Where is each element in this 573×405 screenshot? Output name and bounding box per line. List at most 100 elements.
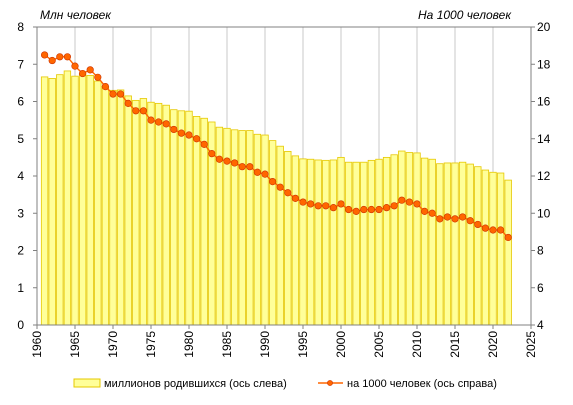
rate-point (48, 56, 56, 65)
bar (200, 117, 208, 326)
rate-point (269, 177, 277, 186)
y-left-tick-label: 3 (17, 206, 24, 220)
bar (382, 156, 391, 326)
legend: миллионов родившихся (ось слева) на 1000… (73, 378, 497, 390)
bar (94, 80, 102, 326)
rate-point (162, 120, 170, 128)
rate-point (383, 204, 391, 212)
x-tick-label: 1995 (296, 331, 310, 358)
bar (337, 156, 345, 326)
bar (101, 86, 110, 326)
bar (474, 166, 482, 326)
rate-point (193, 135, 201, 143)
rate-point (215, 155, 223, 163)
rate-point (451, 215, 459, 223)
rate-point (421, 207, 429, 215)
rate-point (322, 202, 330, 210)
rate-point (398, 196, 406, 204)
rate-point (132, 107, 140, 115)
bar (398, 150, 406, 326)
rate-point (413, 200, 421, 208)
y-left-tick-label: 2 (17, 244, 24, 258)
bar (56, 74, 64, 326)
rate-point (489, 226, 497, 234)
bar (489, 171, 497, 326)
bar (40, 76, 49, 326)
x-tick-label: 2000 (334, 331, 348, 358)
x-tick-label: 2025 (524, 331, 538, 358)
rate-point (314, 202, 322, 210)
left-axis-title: Млн человек (40, 8, 112, 22)
rate-point (276, 183, 284, 191)
rate-point (147, 116, 155, 124)
bar (344, 161, 353, 326)
rate-point (56, 53, 64, 61)
rate-point (71, 62, 79, 70)
rate-point (231, 159, 239, 167)
x-tick-label: 1990 (258, 331, 272, 358)
bar (306, 158, 315, 326)
bar (314, 159, 322, 326)
y-right-tick-label: 8 (537, 244, 544, 258)
rate-point (109, 90, 117, 98)
rate-point (360, 205, 368, 214)
bar (253, 133, 262, 326)
rate-point (223, 157, 231, 165)
bar (116, 89, 125, 326)
y-right-tick-label: 12 (537, 169, 551, 183)
rate-point (329, 204, 338, 212)
bar (360, 161, 368, 326)
right-axis-title: На 1000 человек (418, 8, 512, 22)
rate-point (345, 205, 353, 214)
rate-point (352, 207, 360, 215)
bar (268, 140, 277, 326)
bar (230, 129, 239, 326)
y-left-tick-label: 1 (17, 281, 24, 295)
bar (466, 163, 474, 326)
rate-point (155, 118, 163, 126)
rate-point (177, 129, 185, 137)
rate-point (474, 220, 482, 229)
rate-point (246, 163, 254, 171)
bar (276, 145, 284, 326)
bar (139, 98, 148, 326)
bar (170, 109, 178, 326)
bar-series (40, 70, 512, 326)
bar (132, 99, 140, 326)
rate-point (139, 107, 147, 115)
bar (504, 179, 512, 326)
bar (367, 159, 376, 326)
rate-point (200, 140, 208, 148)
x-tick-label: 1970 (106, 331, 120, 358)
rate-point (459, 213, 467, 221)
rate-point (208, 150, 216, 158)
rate-point (299, 198, 307, 206)
bar (78, 73, 87, 326)
bar (329, 159, 338, 326)
bar (63, 70, 72, 326)
rate-point (170, 125, 178, 134)
bar (451, 162, 459, 326)
legend-bar-label: миллионов родившихся (ось слева) (104, 378, 287, 390)
rate-point (504, 233, 512, 242)
rate-point (497, 226, 505, 234)
rate-point (63, 53, 71, 61)
rate-point (436, 215, 444, 223)
y-left-tick-label: 8 (17, 20, 24, 34)
rate-point (94, 73, 102, 81)
x-tick-label: 1980 (182, 331, 196, 358)
bar (405, 152, 414, 326)
bar (48, 78, 56, 326)
bar (375, 158, 383, 326)
rate-point (116, 90, 125, 98)
rate-point (337, 200, 345, 208)
bar (177, 110, 186, 326)
bar (246, 130, 254, 326)
y-right-tick-label: 16 (537, 95, 551, 109)
bar (352, 161, 360, 326)
x-tick-label: 2010 (410, 331, 424, 358)
y-right-tick-label: 14 (537, 132, 551, 146)
rate-point (238, 163, 246, 171)
line-series (40, 51, 512, 242)
bar (481, 169, 490, 326)
